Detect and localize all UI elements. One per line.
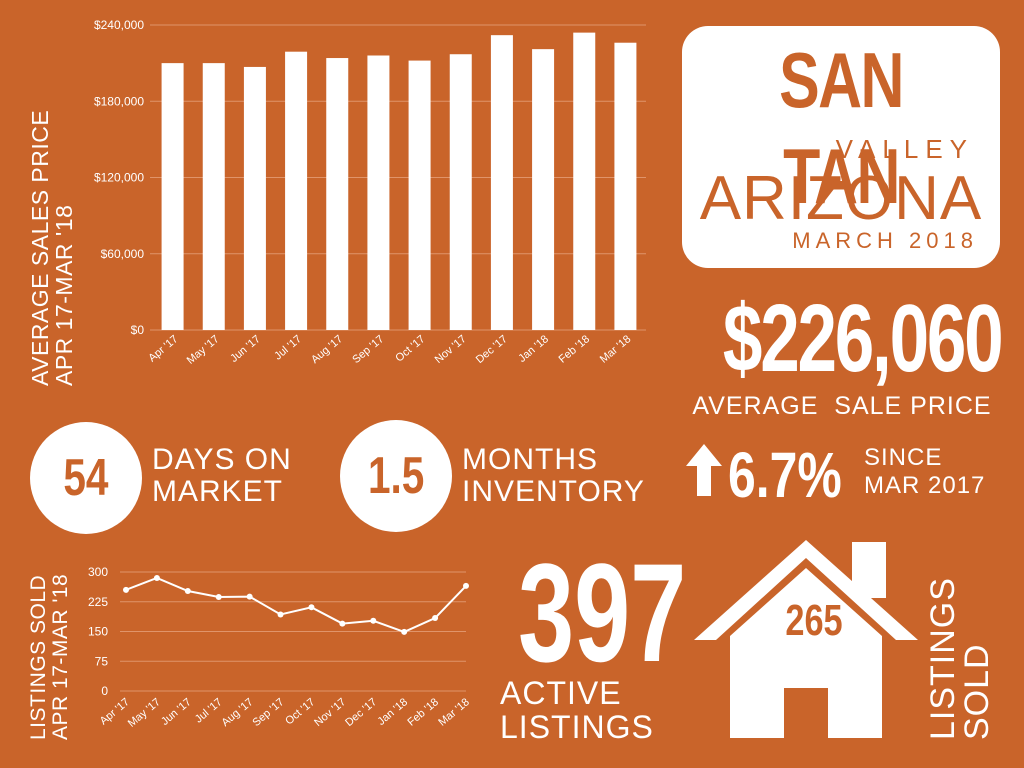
bar-x-tick-label: Mar '18 (598, 333, 634, 366)
line-point-Apr '17 (123, 586, 129, 593)
line-x-tick-label: Nov '17 (312, 696, 348, 729)
months-inventory-badge: 1.5 (340, 420, 452, 532)
bar-x-tick-label: Feb '18 (557, 333, 593, 366)
title-place: SAN TAN (779, 36, 904, 220)
line-x-tick-label: Jan '18 (375, 696, 410, 728)
line-point-Jun '17 (184, 588, 191, 595)
bar-Jun '17 (243, 66, 266, 330)
line-ytitle-line2: APR 17-MAR '18 (49, 573, 72, 740)
dom-line2: MARKET (152, 475, 284, 508)
line-chart-y-axis-title: LISTINGS SOLD APR 17-MAR '18 (27, 573, 72, 740)
line-point-May '17 (153, 574, 160, 581)
line-y-tick-label: 0 (101, 684, 108, 698)
line-x-tick-label: May '17 (126, 696, 163, 730)
bar-ytitle-line2: APR 17-MAR '18 (51, 204, 77, 386)
line-point-Oct '17 (308, 604, 315, 611)
bar-x-tick-label: Dec '17 (474, 333, 510, 366)
title-valley: VALLEY (835, 134, 974, 164)
bar-x-tick-label: Nov '17 (433, 333, 469, 366)
active-listings-label: ACTIVE LISTINGS (500, 676, 654, 744)
title-state: ARIZONA (699, 164, 983, 233)
line-point-Jan '18 (401, 628, 408, 635)
line-x-tick-label: Mar '18 (436, 696, 472, 729)
dom-line1: DAYS ON (152, 443, 292, 476)
bar-Jan '18 (532, 49, 555, 330)
average-sale-price-label: AVERAGE SALE PRICE (692, 392, 992, 420)
average-sales-price-bar-chart: $0 $60,000 $120,000 $180,000 $240,000 Apr '17… (94, 18, 646, 367)
moi-line2: INVENTORY (462, 475, 645, 508)
line-point-Sep '17 (277, 611, 284, 618)
line-point-Jul '17 (215, 593, 222, 600)
bar-x-tick-label: Aug '17 (309, 333, 345, 366)
bar-y-tick-label: $180,000 (94, 94, 144, 108)
bar-Nov '17 (449, 54, 472, 331)
bar-May '17 (202, 63, 225, 330)
days-on-market-value: 54 (63, 449, 109, 507)
bar-x-tick-label: Apr '17 (146, 333, 180, 364)
percent-change-since: SINCE MAR 2017 (864, 444, 985, 500)
line-point-Nov '17 (339, 620, 346, 627)
bar-Jul '17 (285, 51, 308, 330)
bar-x-tick-label: Jul '17 (272, 333, 304, 362)
line-y-tick-label: 300 (88, 565, 108, 579)
bar-ytitle-line1: AVERAGE SALES PRICE (27, 109, 53, 386)
since-line1: SINCE (864, 444, 943, 471)
bar-Apr '17 (161, 63, 184, 330)
months-inventory-label: MONTHS INVENTORY (462, 444, 645, 508)
active-line2: LISTINGS (500, 709, 654, 745)
sold-line1: LISTINGS (924, 577, 962, 740)
bar-y-tick-label: $0 (131, 323, 145, 337)
bar-Feb '18 (573, 32, 596, 330)
bar-Mar '18 (614, 42, 637, 330)
moi-line1: MONTHS (462, 443, 598, 476)
active-line1: ACTIVE (500, 675, 622, 711)
months-inventory-value: 1.5 (367, 447, 425, 505)
line-y-tick-label: 225 (88, 595, 108, 609)
listings-sold-value: 265 (785, 596, 843, 645)
line-x-tick-label: Jun '17 (159, 696, 194, 728)
line-point-Dec '17 (370, 617, 377, 624)
bar-y-tick-label: $60,000 (101, 247, 145, 261)
title-date: MARCH 2018 (792, 228, 978, 253)
bar-x-tick-label: Sep '17 (350, 333, 386, 366)
bar-y-tick-label: $240,000 (94, 18, 144, 32)
days-on-market-label: DAYS ON MARKET (152, 444, 292, 508)
bar-y-tick-label: $120,000 (94, 171, 144, 185)
line-x-tick-label: Sep '17 (250, 696, 286, 729)
line-ytitle-line1: LISTINGS SOLD (27, 574, 50, 740)
bar-x-tick-label: May '17 (185, 333, 222, 367)
up-arrow-icon (686, 444, 722, 496)
line-x-tick-label: Dec '17 (343, 696, 379, 729)
sold-line2: SOLD (958, 643, 996, 740)
bar-Sep '17 (367, 55, 390, 330)
line-x-tick-label: Oct '17 (283, 696, 317, 727)
bar-Aug '17 (326, 58, 349, 331)
listings-sold-series-line (125, 576, 467, 633)
bar-Oct '17 (408, 60, 431, 330)
since-line2: MAR 2017 (864, 472, 986, 499)
listings-sold-label: LISTINGS SOLD (924, 577, 996, 740)
line-y-tick-label: 150 (88, 625, 108, 639)
bar-chart-y-axis-title: AVERAGE SALES PRICE APR 17-MAR '18 (27, 109, 77, 386)
days-on-market-badge: 54 (30, 422, 142, 534)
bar-x-tick-label: Oct '17 (393, 333, 427, 364)
active-listings-value: 397 (518, 534, 687, 691)
percent-change-value: 6.7% (728, 439, 842, 511)
line-x-tick-label: Aug '17 (220, 696, 256, 729)
line-point-Aug '17 (246, 593, 253, 600)
average-sale-price-value: $226,060 (722, 285, 1004, 392)
line-y-tick-label: 75 (95, 654, 109, 668)
bar-x-tick-label: Jan '18 (516, 333, 551, 365)
line-point-Feb '18 (432, 615, 439, 622)
house-icon (694, 540, 918, 738)
title-card: SAN TAN VALLEY ARIZONA MARCH 2018 (682, 26, 1000, 268)
bar-x-tick-label: Jun '17 (228, 333, 263, 365)
line-point-Mar '18 (463, 582, 469, 589)
line-x-tick-label: Feb '18 (405, 696, 441, 729)
bar-Dec '17 (490, 35, 513, 331)
